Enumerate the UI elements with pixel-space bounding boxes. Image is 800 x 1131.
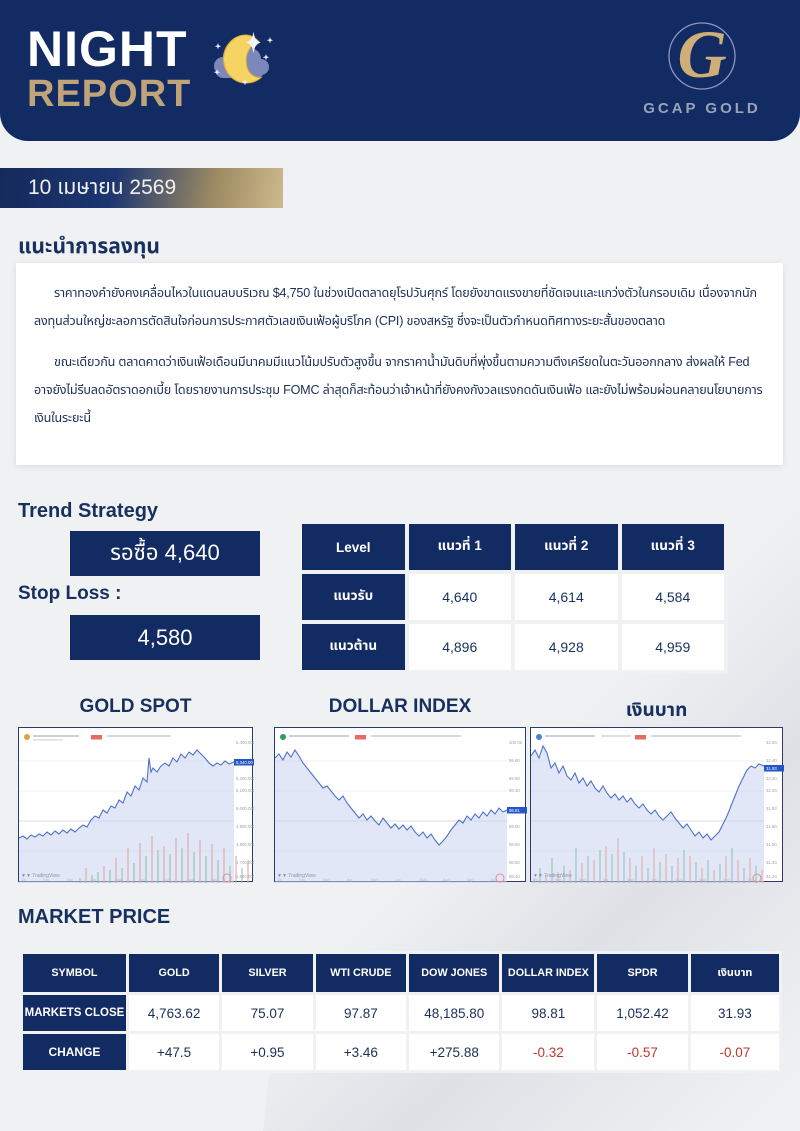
svg-text:Mar: Mar bbox=[323, 878, 330, 882]
svg-text:G: G bbox=[677, 16, 726, 92]
svg-text:5,100,000: 5,100,000 bbox=[236, 788, 254, 793]
svg-text:Mar: Mar bbox=[579, 878, 586, 882]
svg-text:32.00: 32.00 bbox=[766, 788, 777, 793]
svg-text:Feb: Feb bbox=[43, 878, 49, 882]
svg-text:May: May bbox=[371, 878, 378, 882]
svg-text:'24: '24 bbox=[277, 878, 282, 882]
svg-text:Jun: Jun bbox=[651, 878, 657, 882]
svg-text:4,600,000: 4,600,000 bbox=[236, 874, 254, 879]
svg-text:32.60: 32.60 bbox=[766, 740, 777, 745]
svg-text:2025: 2025 bbox=[675, 878, 683, 882]
svg-text:'24: '24 bbox=[21, 878, 26, 882]
svg-text:Apr: Apr bbox=[347, 878, 353, 882]
svg-text:Oct: Oct bbox=[747, 878, 753, 882]
svg-text:Feb: Feb bbox=[299, 878, 305, 882]
svg-text:32.40: 32.40 bbox=[766, 758, 777, 763]
svg-text:5,400,000: 5,400,000 bbox=[236, 740, 254, 745]
svg-text:Jun: Jun bbox=[139, 878, 145, 882]
svg-text:2025: 2025 bbox=[419, 878, 427, 882]
svg-text:Aug: Aug bbox=[443, 878, 449, 882]
svg-text:Sep: Sep bbox=[211, 878, 217, 882]
svg-text:100.00: 100.00 bbox=[509, 740, 523, 745]
svg-text:99.60: 99.60 bbox=[509, 776, 520, 781]
svg-text:31.60: 31.60 bbox=[766, 842, 777, 847]
svg-text:Sep: Sep bbox=[467, 878, 473, 882]
svg-text:5,000,000: 5,000,000 bbox=[236, 806, 254, 811]
svg-text:31.93: 31.93 bbox=[766, 806, 777, 811]
svg-text:2025: 2025 bbox=[163, 878, 171, 882]
svg-text:Aug: Aug bbox=[187, 878, 193, 882]
svg-text:▼▼ TradingView: ▼▼ TradingView bbox=[277, 873, 316, 879]
svg-text:99.80: 99.80 bbox=[509, 758, 520, 763]
svg-text:98.40: 98.40 bbox=[509, 874, 520, 879]
svg-text:May: May bbox=[627, 878, 634, 882]
svg-text:Oct: Oct bbox=[490, 878, 496, 882]
svg-text:▼▼ TradingView: ▼▼ TradingView bbox=[533, 873, 572, 879]
svg-text:98.81: 98.81 bbox=[509, 808, 520, 813]
svg-text:5,200,000: 5,200,000 bbox=[236, 776, 254, 781]
svg-text:4,900,000: 4,900,000 bbox=[236, 824, 254, 829]
svg-text:Feb: Feb bbox=[555, 878, 561, 882]
svg-text:May: May bbox=[115, 878, 122, 882]
svg-text:Aug: Aug bbox=[699, 878, 705, 882]
svg-text:31.80: 31.80 bbox=[766, 824, 777, 829]
svg-text:99.40: 99.40 bbox=[509, 788, 520, 793]
svg-text:'24: '24 bbox=[533, 878, 538, 882]
svg-text:4,700,000: 4,700,000 bbox=[236, 860, 254, 865]
svg-text:31.20: 31.20 bbox=[766, 874, 777, 879]
svg-text:Apr: Apr bbox=[603, 878, 609, 882]
svg-text:5,340.00: 5,340.00 bbox=[236, 760, 253, 765]
svg-text:Sep: Sep bbox=[723, 878, 729, 882]
svg-text:98.60: 98.60 bbox=[509, 860, 520, 865]
svg-text:Jun: Jun bbox=[395, 878, 401, 882]
svg-text:31.93: 31.93 bbox=[766, 766, 777, 771]
svg-text:98.80: 98.80 bbox=[509, 842, 520, 847]
svg-text:32.20: 32.20 bbox=[766, 776, 777, 781]
svg-text:31.40: 31.40 bbox=[766, 860, 777, 865]
svg-text:Apr: Apr bbox=[91, 878, 97, 882]
svg-text:99.00: 99.00 bbox=[509, 824, 520, 829]
svg-text:▼▼ TradingView: ▼▼ TradingView bbox=[21, 873, 60, 879]
svg-text:4,800,000: 4,800,000 bbox=[236, 842, 254, 847]
svg-text:Mar: Mar bbox=[67, 878, 74, 882]
